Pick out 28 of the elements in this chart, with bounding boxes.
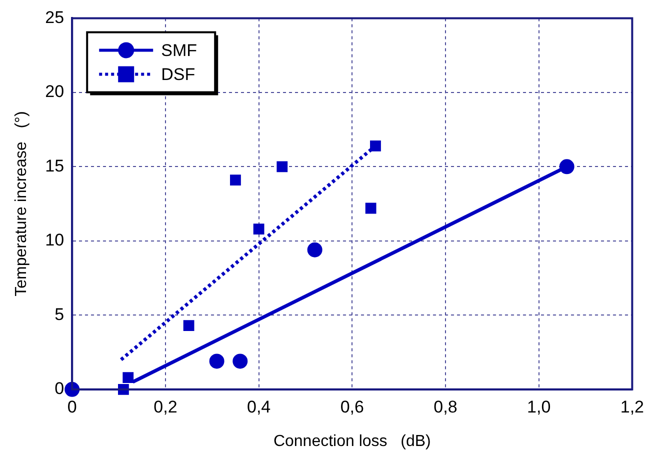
point [365, 202, 376, 214]
point [230, 174, 241, 186]
x-tick-label: 0,8 [434, 397, 458, 416]
point [253, 224, 264, 234]
x-tick-label: 0,4 [246, 397, 271, 416]
point [559, 159, 574, 174]
x-tick-label: 0 [67, 397, 77, 416]
point [307, 242, 322, 258]
point [276, 161, 288, 172]
x-tick-label: 1,0 [527, 397, 551, 416]
x-tick-label: 0,2 [154, 397, 178, 416]
y-tick-label: 15 [45, 156, 64, 176]
legend-label: DSF [161, 64, 196, 84]
point [370, 140, 381, 152]
point [232, 354, 248, 369]
y-tick-label: 25 [45, 8, 64, 27]
legend-label: SMF [161, 40, 197, 60]
point [209, 354, 224, 369]
y-tick-label: 10 [45, 230, 64, 250]
point [122, 372, 134, 383]
x-tick-label: 1,2 [620, 397, 644, 416]
point [183, 320, 194, 332]
x-axis-title: Connection loss (dB) [273, 432, 431, 450]
y-tick-label: 20 [45, 82, 64, 102]
x-tick-label: 0,6 [340, 397, 364, 416]
y-axis-title: Temperature increase (°) [13, 111, 30, 296]
y-tick-label: 5 [54, 304, 64, 324]
y-tick-label: 0 [54, 379, 64, 398]
